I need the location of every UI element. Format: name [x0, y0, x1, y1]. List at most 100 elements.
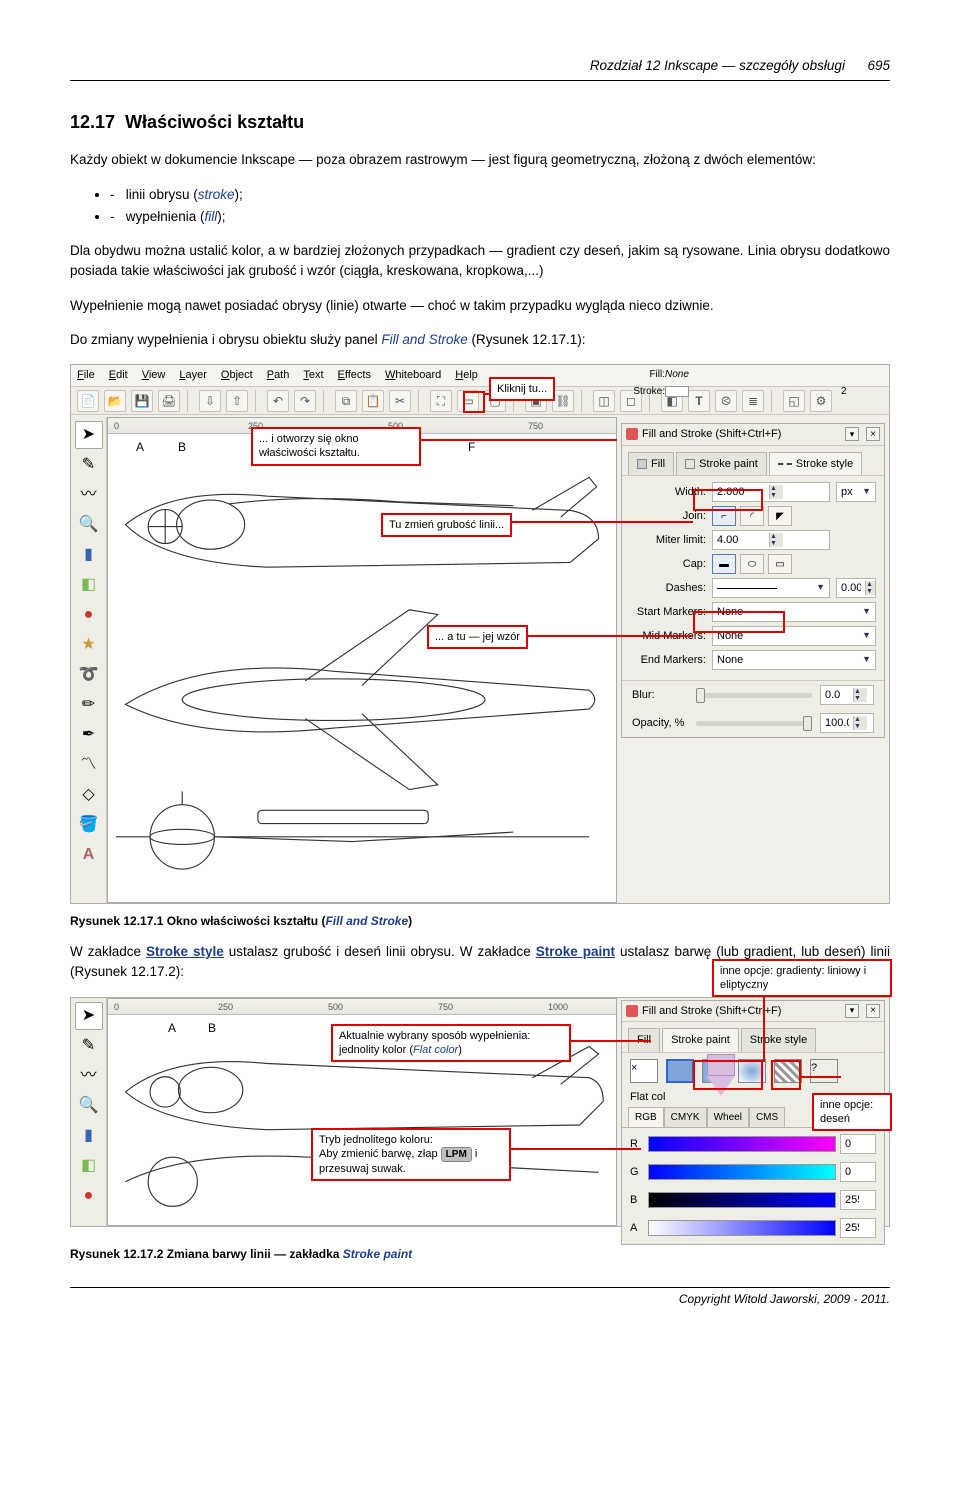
rect-tool-icon[interactable]: ▮ [75, 1122, 103, 1150]
tab-stroke-paint[interactable]: Stroke paint [662, 1028, 739, 1052]
panel-titlebar[interactable]: Fill and Stroke (Shift+Ctrl+F) ▾ × [622, 424, 884, 446]
callout-gradients: inne opcje: gradienty: liniowy i eliptyc… [712, 959, 892, 998]
tweak-tool-icon[interactable]: 〰 [75, 481, 103, 509]
stroke-swatch[interactable] [665, 386, 689, 397]
cap-square-icon[interactable]: ▭ [768, 554, 792, 574]
tab-cmyk[interactable]: CMYK [664, 1107, 707, 1127]
fill-label: Fill: [621, 367, 665, 382]
channel-g-input[interactable] [840, 1162, 876, 1182]
mode-none-icon[interactable]: × [630, 1059, 658, 1083]
stroke-label: Stroke: [621, 384, 665, 399]
menu-help[interactable]: Help [455, 367, 478, 384]
menu-layer[interactable]: Layer [179, 367, 207, 384]
paste-icon[interactable]: 📋 [362, 390, 384, 412]
left-toolbox: ➤ ✎ 〰 🔍 ▮ ◧ ● [71, 998, 107, 1226]
menu-edit[interactable]: Edit [109, 367, 128, 384]
menu-whiteboard[interactable]: Whiteboard [385, 367, 441, 384]
channel-g-slider[interactable] [648, 1164, 836, 1180]
horizontal-ruler: 0 250 500 750 1000 [108, 999, 616, 1015]
callout-line [511, 521, 693, 523]
cap-butt-icon[interactable]: ▬ [712, 554, 736, 574]
pin-icon[interactable] [626, 428, 638, 440]
channel-r-slider[interactable] [648, 1136, 836, 1152]
cap-round-icon[interactable]: ⬭ [740, 554, 764, 574]
fill-stroke-panel: Fill and Stroke (Shift+Ctrl+F) ▾ × Fill … [621, 423, 885, 738]
minimize-icon[interactable]: ▾ [845, 1004, 859, 1018]
minimize-icon[interactable]: ▾ [845, 427, 859, 441]
copy-icon[interactable]: ⧉ [335, 390, 357, 412]
channel-b-slider[interactable] [648, 1192, 836, 1208]
zoom-tool-icon[interactable]: 🔍 [75, 1092, 103, 1120]
menu-path[interactable]: Path [267, 367, 290, 384]
channel-a-slider[interactable] [648, 1220, 836, 1236]
tab-stroke-style[interactable]: Stroke style [741, 1028, 816, 1052]
group-icon[interactable]: ◫ [593, 390, 615, 412]
zoom-extents-icon[interactable]: ⛶ [430, 390, 452, 412]
channel-a-input[interactable] [840, 1218, 876, 1238]
channel-b-input[interactable] [840, 1190, 876, 1210]
panel-titlebar[interactable]: Fill and Stroke (Shift+Ctrl+F) ▾ × [622, 1001, 884, 1023]
tab-stroke-paint[interactable]: Stroke paint [676, 452, 767, 476]
print-icon[interactable]: 🖨 [158, 390, 180, 412]
pin-icon[interactable] [626, 1005, 638, 1017]
pen-tool-icon[interactable]: ✒ [75, 721, 103, 749]
end-markers-select[interactable]: None▼ [712, 650, 876, 670]
opacity-input[interactable]: ▲▼ [820, 713, 874, 733]
rect-tool-icon[interactable]: ▮ [75, 541, 103, 569]
dash-offset-input[interactable]: ▲▼ [836, 578, 876, 598]
canvas[interactable]: 0 250 500 750 A B C D E F [107, 417, 617, 903]
node-tool-icon[interactable]: ✎ [75, 451, 103, 479]
unlink-icon[interactable]: ⛓ [552, 390, 574, 412]
redo-icon[interactable]: ↷ [294, 390, 316, 412]
pencil-tool-icon[interactable]: ✏ [75, 691, 103, 719]
tab-stroke-style[interactable]: Stroke style [769, 452, 862, 476]
select-tool-icon[interactable]: ➤ [75, 1002, 103, 1030]
channel-r-input[interactable] [840, 1134, 876, 1154]
tab-fill[interactable]: Fill [628, 452, 674, 476]
tab-rgb[interactable]: RGB [628, 1107, 664, 1127]
bucket-tool-icon[interactable]: 🪣 [75, 811, 103, 839]
zoom-tool-icon[interactable]: 🔍 [75, 511, 103, 539]
figure-1-caption: Rysunek 12.17.1 Okno właściwości kształt… [70, 912, 890, 930]
select-tool-icon[interactable]: ➤ [75, 421, 103, 449]
blur-input[interactable]: ▲▼ [820, 685, 874, 705]
node-tool-icon[interactable]: ✎ [75, 1032, 103, 1060]
channel-b-label: B [630, 1192, 644, 1209]
menu-effects[interactable]: Effects [338, 367, 371, 384]
join-bevel-icon[interactable]: ◤ [768, 506, 792, 526]
tab-wheel[interactable]: Wheel [707, 1107, 749, 1127]
menu-file[interactable]: File [77, 367, 95, 384]
text-tool-icon[interactable]: A [75, 841, 103, 869]
import-icon[interactable]: ⇩ [199, 390, 221, 412]
mode-unknown-icon[interactable]: ? [810, 1059, 838, 1083]
export-icon[interactable]: ⇧ [226, 390, 248, 412]
save-icon[interactable]: 💾 [131, 390, 153, 412]
spiral-tool-icon[interactable]: ➰ [75, 661, 103, 689]
new-icon[interactable]: 📄 [77, 390, 99, 412]
close-icon[interactable]: × [866, 427, 880, 441]
blur-slider[interactable] [696, 693, 812, 698]
menu-view[interactable]: View [142, 367, 166, 384]
tab-cms[interactable]: CMS [749, 1107, 785, 1127]
paragraph-intro: Każdy obiekt w dokumencie Inkscape — poz… [70, 150, 890, 170]
box3d-tool-icon[interactable]: ◧ [75, 571, 103, 599]
dashes-select[interactable]: ▼ [712, 578, 830, 598]
opacity-slider[interactable] [696, 721, 812, 726]
star-tool-icon[interactable]: ★ [75, 631, 103, 659]
eraser-tool-icon[interactable]: ◇ [75, 781, 103, 809]
open-icon[interactable]: 📂 [104, 390, 126, 412]
calligraphy-tool-icon[interactable]: 〽 [75, 751, 103, 779]
miter-input[interactable]: ▲▼ [712, 530, 830, 550]
undo-icon[interactable]: ↶ [267, 390, 289, 412]
menu-text[interactable]: Text [303, 367, 323, 384]
close-icon[interactable]: × [866, 1004, 880, 1018]
ellipse-tool-icon[interactable]: ● [75, 601, 103, 629]
cut-icon[interactable]: ✂ [389, 390, 411, 412]
menu-object[interactable]: Object [221, 367, 253, 384]
callout-change-width: Tu zmień grubość linii... [381, 513, 512, 537]
ellipse-tool-icon[interactable]: ● [75, 1182, 103, 1210]
mode-flat-icon[interactable] [666, 1059, 694, 1083]
tweak-tool-icon[interactable]: 〰 [75, 1062, 103, 1090]
box3d-tool-icon[interactable]: ◧ [75, 1152, 103, 1180]
unit-select[interactable]: px▼ [836, 482, 876, 502]
